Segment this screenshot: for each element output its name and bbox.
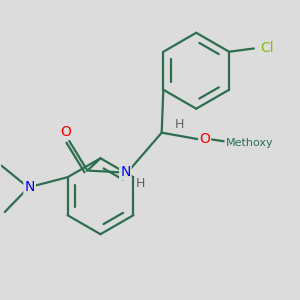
Text: H: H <box>175 118 184 131</box>
Text: N: N <box>24 180 35 194</box>
Text: Methoxy: Methoxy <box>225 138 273 148</box>
Text: O: O <box>61 125 71 139</box>
Text: O: O <box>199 132 210 146</box>
Text: N: N <box>120 165 130 179</box>
Text: H: H <box>136 177 145 190</box>
Text: Cl: Cl <box>260 41 274 56</box>
